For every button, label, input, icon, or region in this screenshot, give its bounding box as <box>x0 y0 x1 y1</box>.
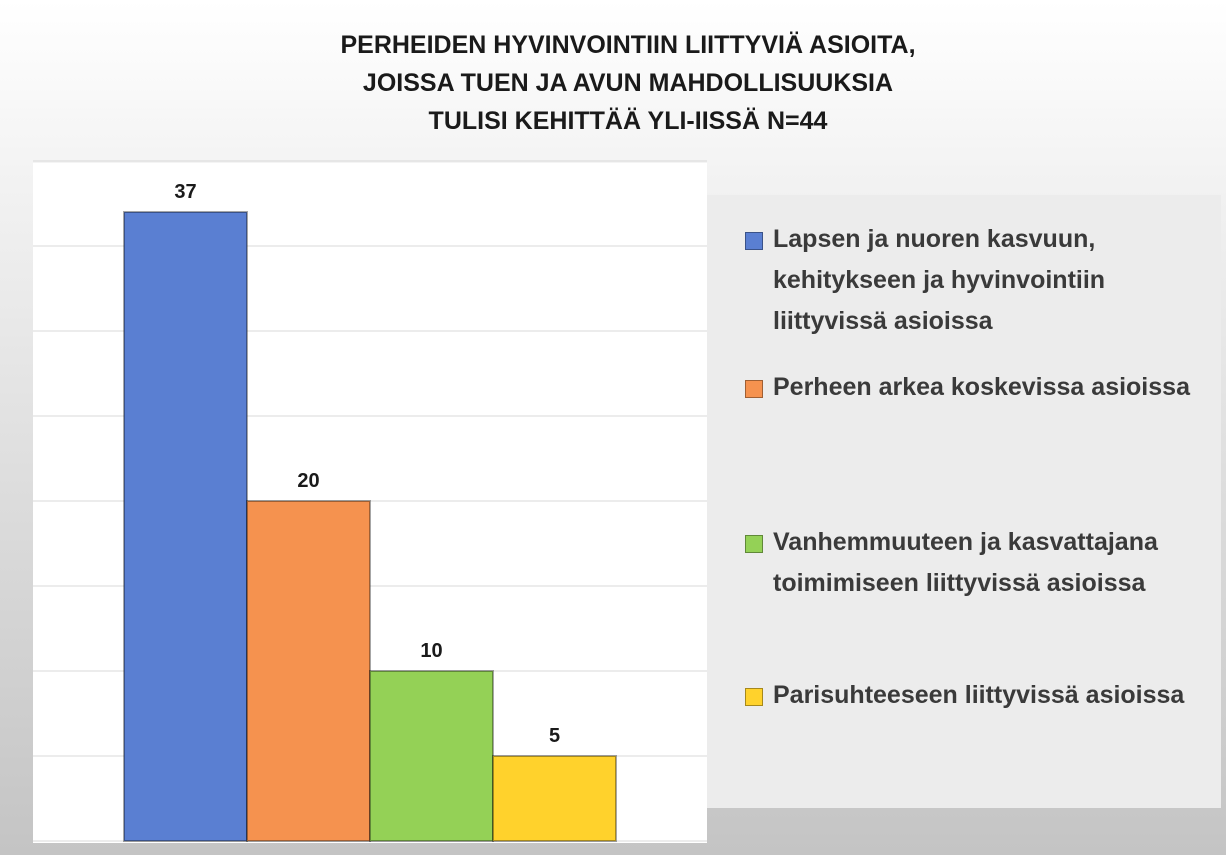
legend-label: Parisuhteeseen liittyvissä asioissa <box>773 681 1185 709</box>
legend-entry: Parisuhteeseen liittyvissä asioissa <box>745 675 1205 716</box>
legend-label: Vanhemmuuteen ja kasvattajana toimimisee… <box>773 528 1158 597</box>
legend-entry: Vanhemmuuteen ja kasvattajana toimimisee… <box>745 522 1205 604</box>
legend-panel <box>707 195 1221 808</box>
bar <box>369 670 494 842</box>
data-label: 10 <box>420 640 442 662</box>
data-label: 20 <box>297 470 319 492</box>
chart-title: JOISSA TUEN JA AVUN MAHDOLLISUUKSIA <box>363 69 893 97</box>
data-label: 37 <box>174 181 196 203</box>
legend-label: Perheen arkea koskevissa asioissa <box>773 373 1190 401</box>
legend-swatch <box>745 688 763 706</box>
legend-entry: Perheen arkea koskevissa asioissa <box>745 367 1205 408</box>
legend-swatch <box>745 232 763 250</box>
chart-title: PERHEIDEN HYVINVOINTIIN LIITTYVIÄ ASIOIT… <box>340 31 915 59</box>
bar <box>123 211 248 842</box>
bar <box>492 755 617 842</box>
bar <box>246 500 371 842</box>
data-label: 5 <box>549 725 560 747</box>
legend-entry: Lapsen ja nuoren kasvuun, kehitykseen ja… <box>745 219 1205 342</box>
legend-label: Lapsen ja nuoren kasvuun, kehitykseen ja… <box>773 225 1106 335</box>
legend-swatch <box>745 380 763 398</box>
legend-swatch <box>745 535 763 553</box>
chart-title: TULISI KEHITTÄÄ YLI-IISSÄ N=44 <box>429 107 828 135</box>
